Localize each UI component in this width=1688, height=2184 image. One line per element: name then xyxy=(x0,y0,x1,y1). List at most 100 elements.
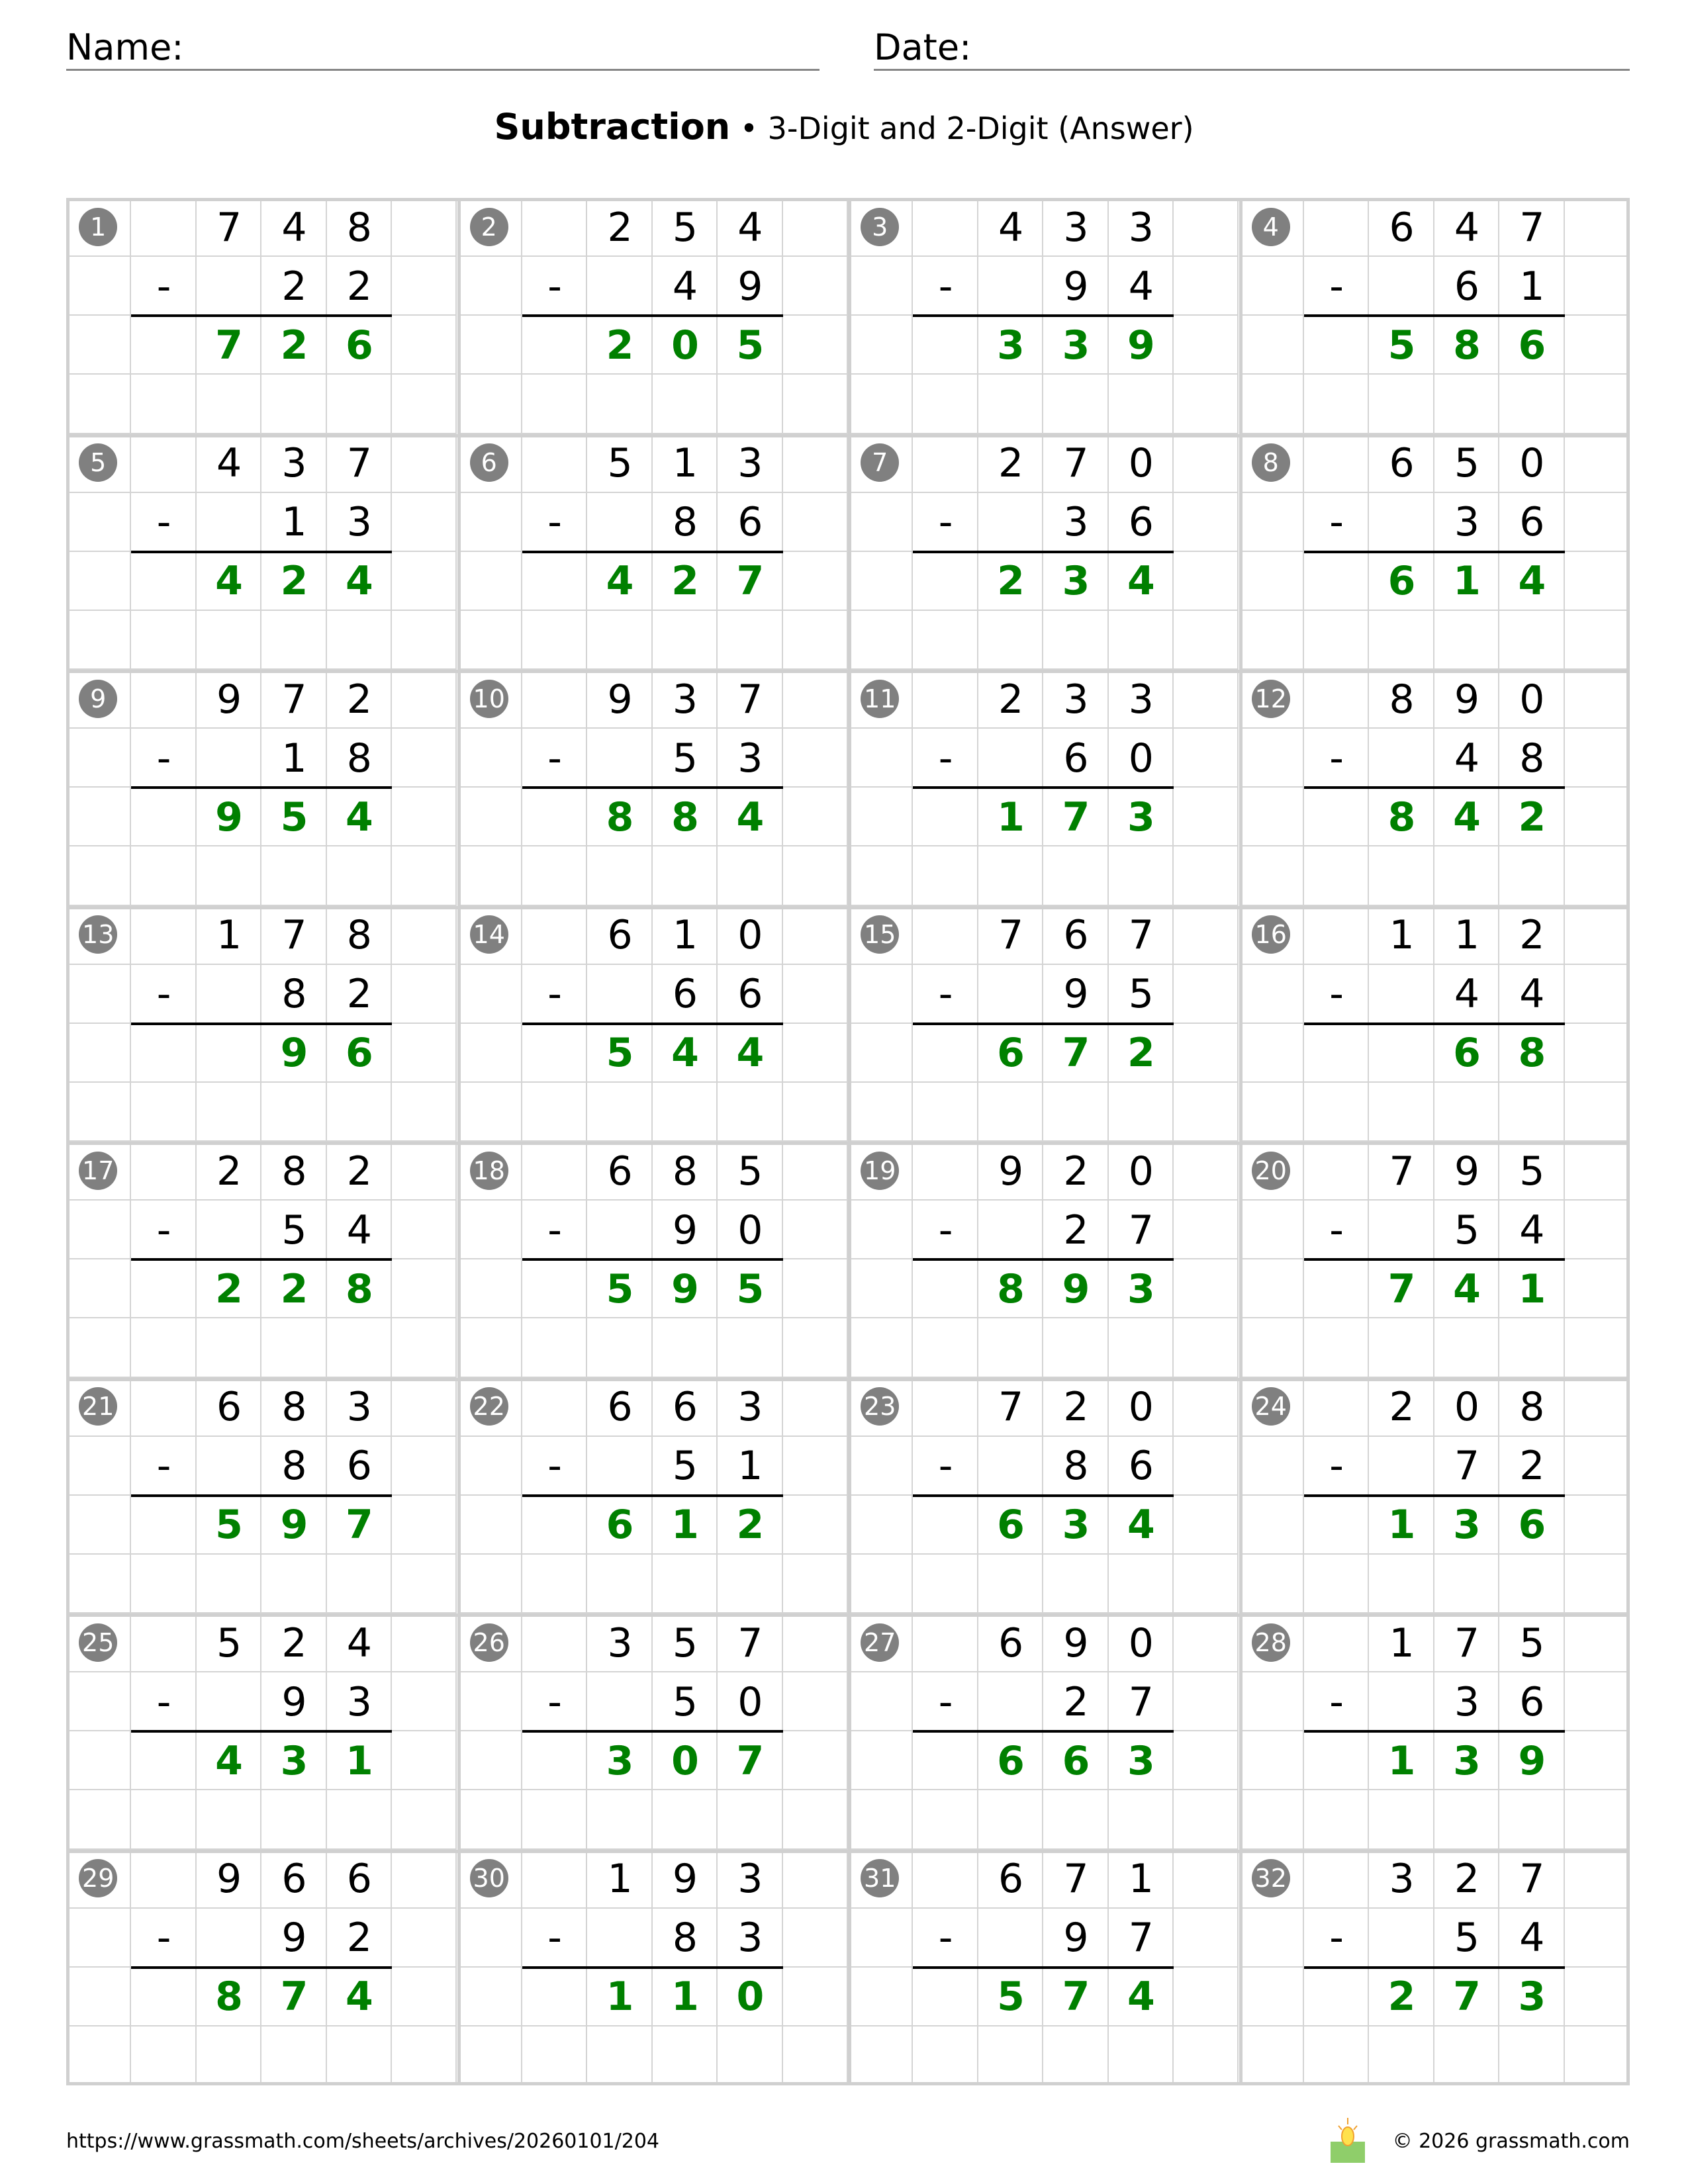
footer-url[interactable]: https://www.grassmath.com/sheets/archive… xyxy=(66,2130,660,2153)
minus-sign: - xyxy=(547,1915,562,1962)
problem-number-cell: 25 xyxy=(66,1614,132,1673)
answer-line xyxy=(913,550,1174,553)
problem-number-cell: 18 xyxy=(457,1142,522,1201)
problem-number-cell: 3 xyxy=(848,198,914,257)
subtrahend-digit: 5 xyxy=(1454,1915,1480,1962)
minuend-digit: 3 xyxy=(1389,1856,1415,1903)
grid-cell xyxy=(392,316,457,375)
minuend: 0 xyxy=(718,906,782,965)
minus-sign: - xyxy=(156,1915,171,1962)
minuend: 3 xyxy=(718,1378,782,1437)
grid-cell xyxy=(718,788,783,847)
grid-cell xyxy=(196,846,262,906)
minuend-digit: 0 xyxy=(1128,1148,1154,1195)
subtrahend-digit: 6 xyxy=(1128,499,1154,546)
answer: 1 xyxy=(653,1968,718,2026)
grid-cell xyxy=(782,1614,848,1673)
grid-cell xyxy=(196,788,262,847)
problem-number-badge: 31 xyxy=(861,1859,900,1898)
grid-cell xyxy=(1303,1318,1370,1378)
grid-cell xyxy=(196,610,262,670)
grid-cell xyxy=(131,1554,197,1614)
grid-cell xyxy=(522,1790,588,1850)
grid-cell xyxy=(1499,2026,1565,2085)
answer: 9 xyxy=(1109,316,1174,375)
subtrahend: 8 xyxy=(653,1909,718,1968)
grid-cell xyxy=(782,1967,848,2026)
grid-cell xyxy=(261,1967,327,2026)
grid-cell xyxy=(652,1554,718,1614)
grid-cell xyxy=(1564,1082,1630,1142)
answer-digit: 6 xyxy=(606,1502,634,1549)
grid-cell xyxy=(848,1259,914,1319)
minuend-digit: 5 xyxy=(672,204,698,251)
grid-cell xyxy=(978,1023,1044,1083)
answer-line xyxy=(522,314,783,318)
grid-cell xyxy=(1108,1377,1174,1437)
answer: 1 xyxy=(1369,1731,1434,1790)
answer: 7 xyxy=(1043,1024,1108,1083)
answer-digit: 7 xyxy=(280,1974,308,2021)
grid-cell xyxy=(522,905,588,965)
grid-cell xyxy=(131,1142,197,1201)
problem-number-badge: 7 xyxy=(861,443,900,482)
grid-cell xyxy=(1108,670,1174,729)
grid-cell xyxy=(131,1023,197,1083)
grid-cell xyxy=(261,375,327,434)
grid-cell xyxy=(1369,1731,1434,1791)
answer: 7 xyxy=(197,316,261,375)
minuend-digit: 7 xyxy=(281,676,307,723)
answer: 4 xyxy=(327,788,392,846)
answer: 1 xyxy=(1369,1496,1434,1555)
grid-cell xyxy=(782,964,848,1024)
minuend: 2 xyxy=(1434,1850,1499,1909)
grid-cell xyxy=(1303,433,1370,493)
minuend-digit: 6 xyxy=(998,1619,1024,1666)
answer-digit: 7 xyxy=(1062,794,1090,841)
grid-cell xyxy=(326,788,393,847)
grid-cell xyxy=(1303,2026,1370,2085)
problem-number-cell: 13 xyxy=(66,905,132,965)
grid-cell xyxy=(1564,1495,1630,1555)
name-field[interactable]: Name: xyxy=(66,26,820,71)
grid-cell xyxy=(1174,1436,1239,1496)
minuend-digit: 2 xyxy=(1063,1384,1089,1431)
answer-line xyxy=(522,1730,783,1733)
minuend: 9 xyxy=(197,670,261,729)
answer: 1 xyxy=(327,1731,392,1790)
grid-cell xyxy=(1043,1495,1109,1555)
grid-cell xyxy=(261,670,327,729)
grid-cell xyxy=(392,1377,457,1437)
grid-cell xyxy=(1564,1259,1630,1319)
grid-cell xyxy=(1043,198,1109,257)
subtrahend: 6 xyxy=(1109,1437,1174,1496)
grid-cell xyxy=(652,316,718,375)
grid-cell xyxy=(1564,1908,1630,1968)
grid-cell xyxy=(457,1495,522,1555)
answer-digit: 1 xyxy=(1453,558,1481,605)
grid-cell xyxy=(261,1023,327,1083)
answer-line xyxy=(131,1966,393,1969)
grid-cell xyxy=(1303,610,1370,670)
grid-cell xyxy=(131,1259,197,1319)
answer-digit: 3 xyxy=(1127,1737,1155,1784)
grid-cell xyxy=(66,1495,132,1555)
date-field[interactable]: Date: xyxy=(874,26,1630,71)
grid-cell xyxy=(457,1201,522,1260)
subtrahend-digit: 1 xyxy=(737,1443,763,1490)
minuend-digit: 3 xyxy=(737,1384,763,1431)
minuend: 7 xyxy=(1369,1142,1434,1201)
grid-cell xyxy=(1108,846,1174,906)
grid-cell xyxy=(522,2026,588,2085)
answer: 3 xyxy=(978,316,1043,375)
subtrahend-digit: 4 xyxy=(1519,971,1545,1018)
answer: 4 xyxy=(1109,552,1174,611)
grid-cell xyxy=(1174,1672,1239,1732)
answer-digit: 6 xyxy=(345,1030,373,1077)
minuend: 3 xyxy=(1043,198,1108,257)
subtrahend: 7 xyxy=(1109,1672,1174,1731)
grid-cell xyxy=(848,2026,914,2085)
grid-cell xyxy=(978,1436,1044,1496)
answer-line xyxy=(1303,1730,1565,1733)
grid-cell xyxy=(392,433,457,493)
